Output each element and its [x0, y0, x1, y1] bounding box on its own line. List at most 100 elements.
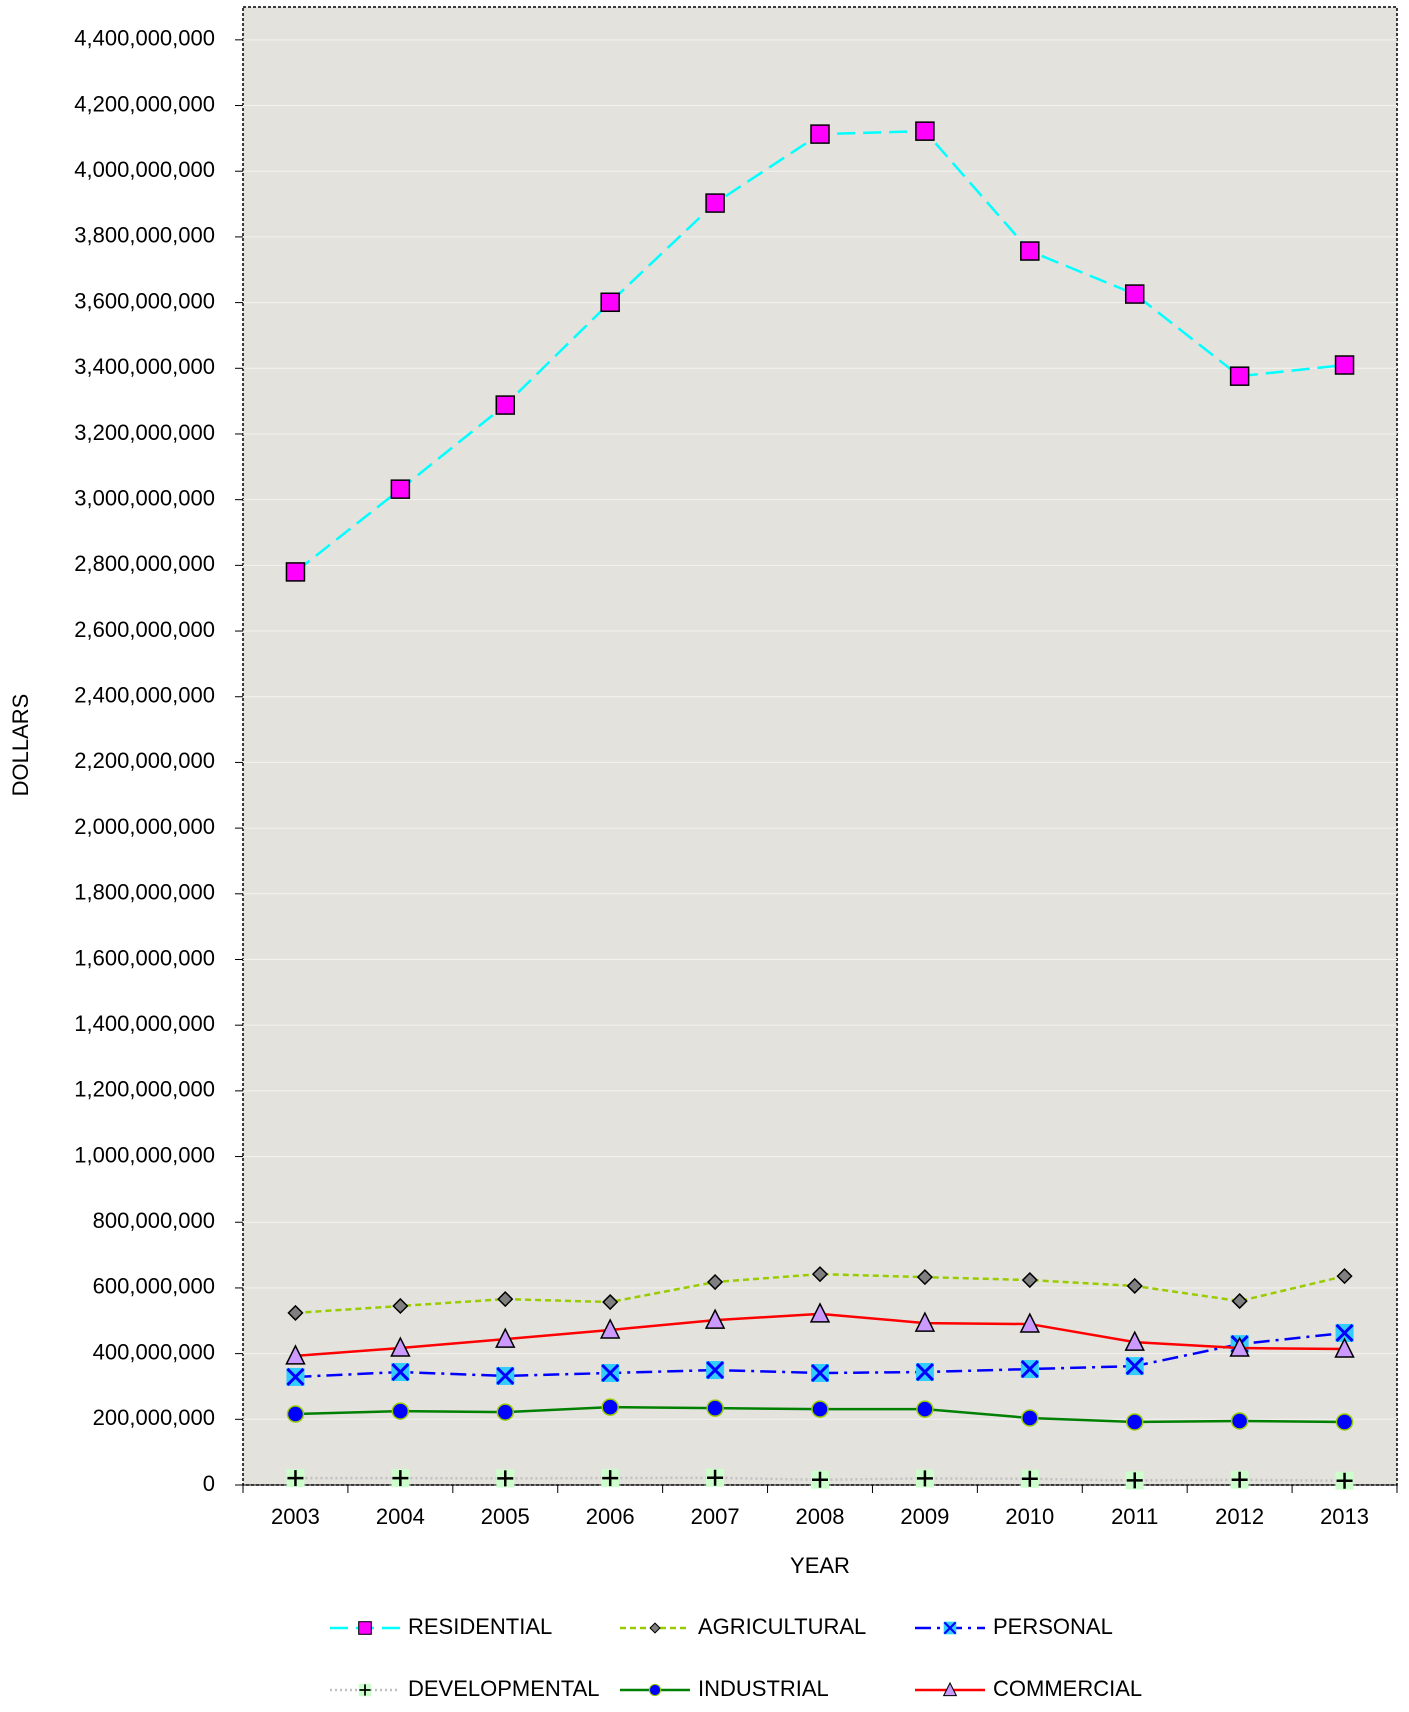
y-tick-label: 1,400,000,000: [74, 1011, 215, 1036]
marker-plus: [602, 1470, 619, 1487]
marker: [1231, 1293, 1248, 1310]
y-tick-label: 3,800,000,000: [74, 223, 215, 248]
marker-x: [1335, 1323, 1354, 1342]
marker: [706, 1399, 724, 1417]
legend-item: RESIDENTIAL: [330, 1614, 552, 1639]
legend-item: COMMERCIAL: [915, 1676, 1142, 1701]
series-line: [295, 1272, 1345, 1315]
y-tick-label: 4,400,000,000: [74, 26, 215, 51]
x-tick-label: 2006: [586, 1504, 635, 1529]
marker: [601, 1398, 619, 1416]
marker: [391, 1469, 410, 1488]
marker: [495, 1327, 516, 1348]
legend-item: AGRICULTURAL: [620, 1614, 866, 1639]
marker-x: [810, 1363, 830, 1383]
marker: [496, 1403, 515, 1421]
marker: [943, 1621, 957, 1635]
marker: [1021, 1409, 1039, 1427]
marker: [1020, 1359, 1039, 1379]
marker: [358, 1683, 372, 1697]
marker: [286, 1367, 305, 1387]
y-tick-label: 2,200,000,000: [74, 748, 215, 773]
marker-plus: [497, 1470, 514, 1487]
marker: [358, 1621, 372, 1635]
x-tick-label: 2004: [376, 1504, 425, 1529]
legend-label: AGRICULTURAL: [698, 1614, 866, 1639]
marker-x: [706, 1360, 725, 1380]
marker: [286, 1469, 305, 1488]
marker-plus: [392, 1470, 409, 1487]
marker: [1020, 241, 1040, 261]
marker: [810, 124, 830, 144]
marker-plus: [287, 1470, 304, 1487]
marker-plus: [1336, 1472, 1353, 1489]
marker: [1336, 1268, 1353, 1285]
marker: [1335, 1323, 1354, 1342]
legend-label: INDUSTRIAL: [698, 1676, 829, 1701]
marker: [942, 1681, 958, 1697]
marker: [1334, 1337, 1355, 1358]
marker: [1020, 1469, 1039, 1488]
marker: [916, 1400, 934, 1418]
y-tick-label: 4,000,000,000: [74, 157, 215, 182]
marker: [648, 1683, 662, 1697]
x-tick-label: 2010: [1005, 1504, 1054, 1529]
marker-plus: [916, 1470, 933, 1487]
y-tick-label: 3,200,000,000: [74, 420, 215, 445]
x-tick-label: 2005: [481, 1504, 530, 1529]
marker: [916, 1269, 933, 1286]
marker: [602, 1293, 619, 1311]
marker: [287, 1304, 304, 1321]
marker: [285, 1344, 306, 1365]
marker-x: [496, 1366, 515, 1386]
marker: [391, 1402, 410, 1420]
marker: [1334, 355, 1355, 375]
y-tick-label: 800,000,000: [93, 1208, 215, 1233]
legend-item: PERSONAL: [915, 1614, 1113, 1639]
marker: [392, 1297, 409, 1315]
y-tick-label: 3,600,000,000: [74, 288, 215, 313]
y-tick-label: 1,200,000,000: [74, 1077, 215, 1102]
y-tick-label: 1,000,000,000: [74, 1142, 215, 1167]
marker-x: [943, 1621, 957, 1635]
marker: [1124, 284, 1145, 304]
marker: [705, 193, 725, 213]
marker-plus: [812, 1471, 828, 1488]
marker-x: [1125, 1357, 1144, 1376]
marker-x: [391, 1362, 410, 1382]
marker: [810, 1363, 830, 1383]
x-tick-label: 2008: [796, 1504, 845, 1529]
marker: [1125, 1471, 1144, 1490]
y-tick-label: 0: [203, 1471, 215, 1496]
legend-label: RESIDENTIAL: [408, 1614, 552, 1639]
x-tick-label: 2009: [900, 1504, 949, 1529]
marker: [811, 1470, 829, 1489]
marker-x: [1020, 1359, 1039, 1379]
marker: [1126, 1277, 1143, 1295]
marker: [600, 292, 620, 313]
y-tick-label: 1,600,000,000: [74, 945, 215, 970]
marker-plus: [359, 1684, 371, 1696]
marker: [1229, 366, 1250, 386]
marker-x: [286, 1367, 305, 1387]
marker: [1019, 1312, 1041, 1333]
marker: [811, 1266, 829, 1283]
marker-plus: [1126, 1472, 1143, 1489]
y-tick-label: 2,800,000,000: [74, 551, 215, 576]
marker: [706, 1468, 725, 1487]
x-tick-label: 2011: [1111, 1504, 1158, 1529]
marker: [285, 562, 306, 582]
y-tick-label: 200,000,000: [93, 1405, 215, 1430]
marker: [1230, 1412, 1249, 1430]
marker: [601, 1363, 620, 1383]
marker-plus: [1021, 1470, 1038, 1487]
x-tick-label: 2012: [1215, 1504, 1264, 1529]
marker: [649, 1622, 661, 1634]
marker-plus: [1231, 1471, 1248, 1488]
plot-area: [242, 6, 1398, 1486]
marker: [286, 1405, 305, 1423]
marker: [915, 1469, 934, 1488]
marker: [1021, 1271, 1038, 1289]
legend-label: COMMERCIAL: [993, 1676, 1142, 1701]
